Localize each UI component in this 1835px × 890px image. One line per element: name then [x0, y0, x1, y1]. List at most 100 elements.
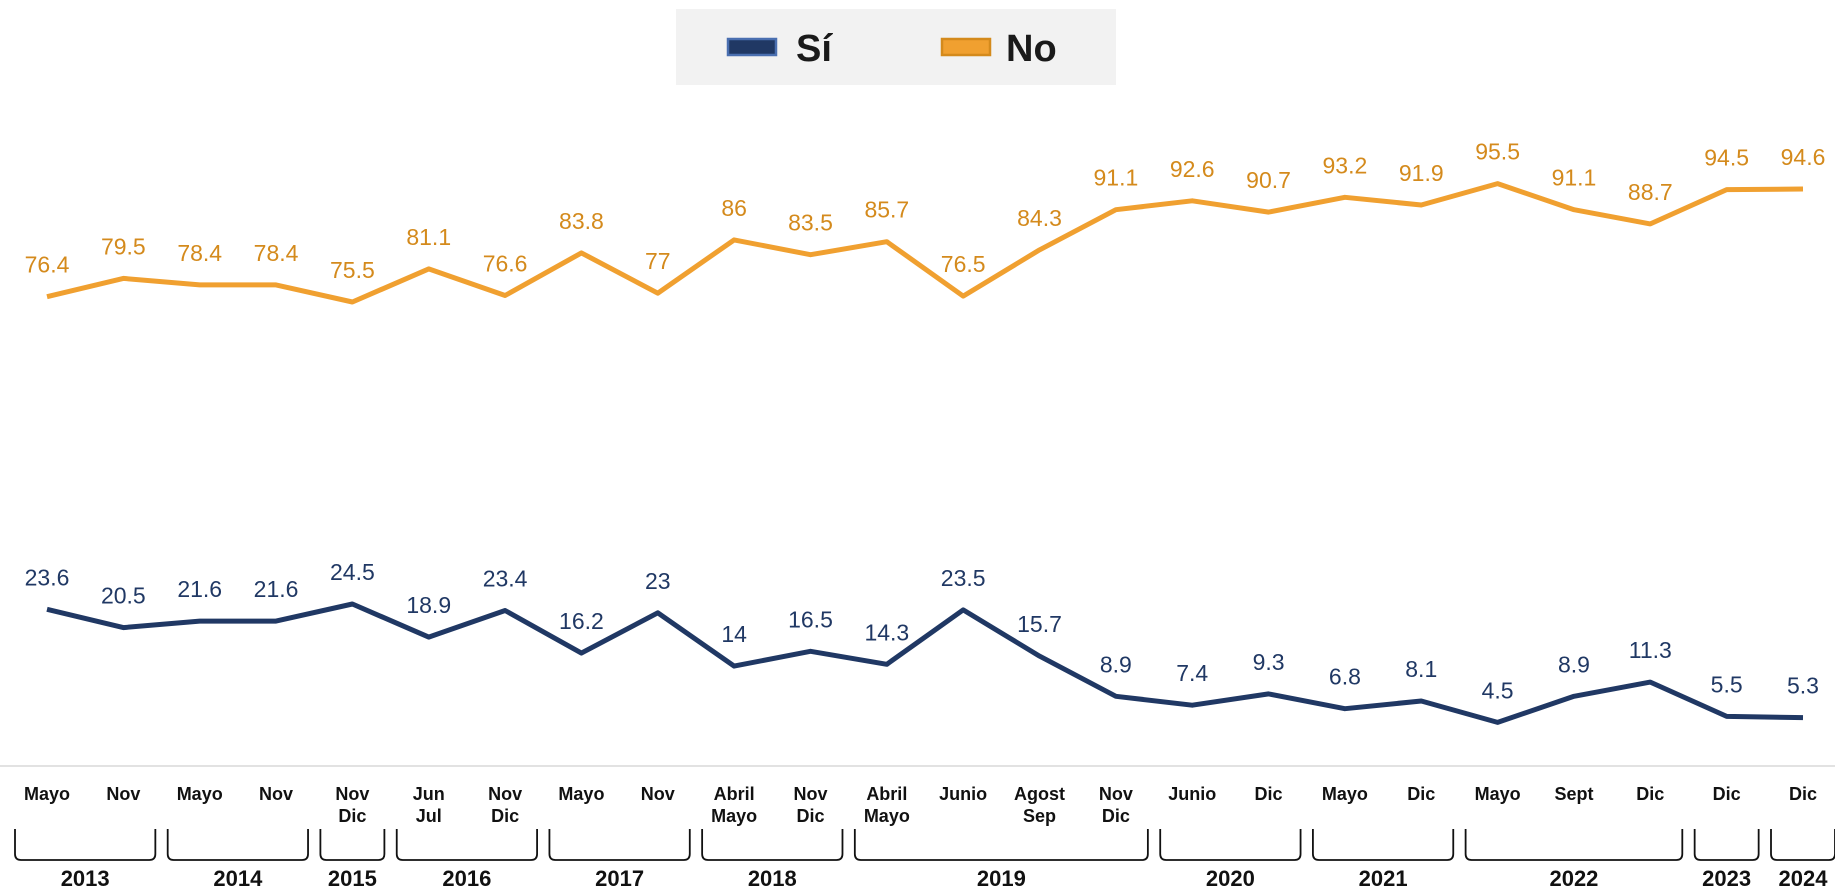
data-label: 21.6: [254, 576, 299, 602]
year-label: 2022: [1549, 866, 1598, 890]
year-label: 2019: [977, 866, 1026, 890]
x-tick-label: Mayo: [864, 806, 910, 826]
data-label: 18.9: [406, 592, 451, 618]
data-label: 5.3: [1787, 673, 1819, 699]
year-bracket: [702, 829, 842, 860]
year-bracket: [15, 829, 155, 860]
data-label: 91.9: [1399, 160, 1444, 186]
data-label: 23.6: [25, 564, 70, 590]
year-label: 2020: [1206, 866, 1255, 890]
data-label: 24.5: [330, 559, 375, 585]
data-label: 14.3: [864, 619, 909, 645]
data-label: 86: [721, 195, 747, 221]
year-bracket: [1466, 829, 1683, 860]
series-line: [47, 604, 1803, 722]
x-tick-label: Sep: [1023, 806, 1056, 826]
data-label: 94.6: [1781, 144, 1826, 170]
data-label: 76.5: [941, 251, 986, 277]
x-tick-label: Mayo: [1322, 784, 1368, 804]
data-label: 91.1: [1093, 165, 1138, 191]
legend-swatch: [728, 39, 776, 55]
data-label: 14: [721, 621, 747, 647]
year-bracket: [1313, 829, 1453, 860]
year-label: 2015: [328, 866, 377, 890]
x-tick-label: Mayo: [1475, 784, 1521, 804]
x-tick-label: Nov: [1099, 784, 1133, 804]
year-label: 2021: [1359, 866, 1408, 890]
data-label: 8.1: [1405, 656, 1437, 682]
data-label: 7.4: [1176, 660, 1208, 686]
data-label: 79.5: [101, 233, 146, 259]
data-label: 23.5: [941, 565, 986, 591]
x-tick-label: Dic: [338, 806, 366, 826]
year-label: 2016: [442, 866, 491, 890]
x-tick-label: Dic: [1102, 806, 1130, 826]
data-label: 16.2: [559, 608, 604, 634]
data-label: 6.8: [1329, 664, 1361, 690]
data-label: 90.7: [1246, 167, 1291, 193]
x-tick-label: Dic: [1713, 784, 1741, 804]
x-tick-label: Abril: [714, 784, 755, 804]
x-tick-label: Dic: [1407, 784, 1435, 804]
year-label: 2018: [748, 866, 797, 890]
data-label: 23: [645, 568, 671, 594]
year-label: 2023: [1702, 866, 1751, 890]
x-tick-label: Dic: [1255, 784, 1283, 804]
year-bracket: [320, 829, 384, 860]
data-label: 23.4: [483, 565, 528, 591]
legend-label: No: [1006, 28, 1057, 70]
x-tick-label: Nov: [106, 784, 140, 804]
data-label: 92.6: [1170, 156, 1215, 182]
year-label: 2013: [61, 866, 110, 890]
chart: SíNoMayoNovMayoNovNovDicJunJulNovDicMayo…: [0, 0, 1835, 890]
data-label: 8.9: [1558, 651, 1590, 677]
year-label: 2024: [1779, 866, 1829, 890]
x-tick-label: Nov: [793, 784, 827, 804]
data-label: 4.5: [1482, 677, 1514, 703]
data-label: 77: [645, 248, 671, 274]
x-tick-label: Mayo: [177, 784, 223, 804]
legend-label: Sí: [796, 28, 833, 70]
x-tick-label: Junio: [939, 784, 987, 804]
legend-swatch: [942, 39, 990, 55]
data-label: 83.8: [559, 208, 604, 234]
data-label: 83.5: [788, 210, 833, 236]
x-tick-label: Dic: [491, 806, 519, 826]
x-tick-label: Dic: [796, 806, 824, 826]
year-bracket: [397, 829, 537, 860]
data-label: 76.4: [25, 252, 70, 278]
data-label: 11.3: [1629, 637, 1672, 663]
x-tick-label: Mayo: [711, 806, 757, 826]
data-label: 16.5: [788, 606, 833, 632]
data-label: 84.3: [1017, 205, 1062, 231]
x-tick-label: Dic: [1636, 784, 1664, 804]
series-line: [47, 184, 1803, 302]
data-label: 9.3: [1253, 649, 1285, 675]
year-bracket: [1771, 829, 1835, 860]
data-label: 75.5: [330, 257, 375, 283]
year-label: 2017: [595, 866, 644, 890]
data-label: 88.7: [1628, 179, 1673, 205]
data-label: 20.5: [101, 583, 146, 609]
x-tick-label: Jul: [416, 806, 442, 826]
data-label: 8.9: [1100, 651, 1132, 677]
data-label: 94.5: [1704, 145, 1749, 171]
data-label: 76.6: [483, 251, 528, 277]
x-tick-label: Nov: [259, 784, 293, 804]
x-tick-label: Nov: [335, 784, 369, 804]
year-bracket: [855, 829, 1148, 860]
data-label: 15.7: [1017, 611, 1062, 637]
year-bracket: [549, 829, 689, 860]
data-label: 21.6: [177, 576, 222, 602]
data-label: 85.7: [864, 197, 909, 223]
x-tick-label: Sept: [1554, 784, 1593, 804]
x-tick-label: Mayo: [24, 784, 70, 804]
x-tick-label: Nov: [641, 784, 675, 804]
year-bracket: [1160, 829, 1300, 860]
year-bracket: [168, 829, 308, 860]
data-label: 81.1: [406, 224, 451, 250]
year-bracket: [1695, 829, 1759, 860]
data-label: 5.5: [1711, 671, 1743, 697]
x-tick-label: Dic: [1789, 784, 1817, 804]
x-tick-label: Abril: [866, 784, 907, 804]
